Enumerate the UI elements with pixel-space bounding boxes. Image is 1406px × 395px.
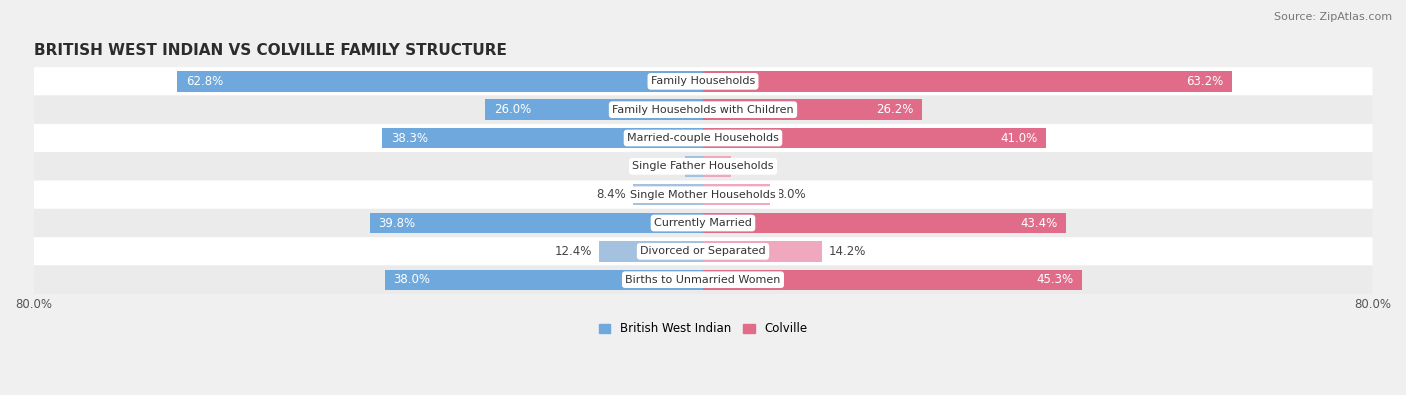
Bar bbox=[633, 184, 703, 205]
Text: 8.0%: 8.0% bbox=[776, 188, 806, 201]
FancyBboxPatch shape bbox=[34, 67, 1372, 96]
Text: BRITISH WEST INDIAN VS COLVILLE FAMILY STRUCTURE: BRITISH WEST INDIAN VS COLVILLE FAMILY S… bbox=[34, 43, 506, 58]
FancyBboxPatch shape bbox=[34, 124, 1372, 152]
Bar bbox=[703, 128, 1046, 148]
Text: Source: ZipAtlas.com: Source: ZipAtlas.com bbox=[1274, 12, 1392, 22]
Text: 38.3%: 38.3% bbox=[391, 132, 427, 145]
Text: 45.3%: 45.3% bbox=[1036, 273, 1074, 286]
Text: 3.3%: 3.3% bbox=[737, 160, 766, 173]
Text: Family Households: Family Households bbox=[651, 76, 755, 87]
Text: Single Father Households: Single Father Households bbox=[633, 161, 773, 171]
Text: Family Households with Children: Family Households with Children bbox=[612, 105, 794, 115]
Text: 12.4%: 12.4% bbox=[555, 245, 592, 258]
FancyBboxPatch shape bbox=[34, 237, 1372, 265]
Bar bbox=[685, 156, 703, 177]
Text: 14.2%: 14.2% bbox=[828, 245, 866, 258]
Bar bbox=[703, 269, 1083, 290]
Text: Married-couple Households: Married-couple Households bbox=[627, 133, 779, 143]
Bar bbox=[382, 128, 703, 148]
Bar bbox=[703, 100, 922, 120]
Text: Single Mother Households: Single Mother Households bbox=[630, 190, 776, 200]
Legend: British West Indian, Colville: British West Indian, Colville bbox=[593, 318, 813, 340]
Text: 41.0%: 41.0% bbox=[1001, 132, 1038, 145]
Text: 26.2%: 26.2% bbox=[876, 103, 914, 116]
Text: 43.4%: 43.4% bbox=[1021, 216, 1057, 229]
Text: Divorced or Separated: Divorced or Separated bbox=[640, 246, 766, 256]
Text: 38.0%: 38.0% bbox=[394, 273, 430, 286]
Bar bbox=[703, 71, 1232, 92]
Text: 63.2%: 63.2% bbox=[1187, 75, 1223, 88]
Text: 39.8%: 39.8% bbox=[378, 216, 415, 229]
Text: 2.2%: 2.2% bbox=[648, 160, 678, 173]
FancyBboxPatch shape bbox=[34, 96, 1372, 124]
Bar bbox=[385, 269, 703, 290]
Bar bbox=[703, 241, 823, 261]
Bar bbox=[703, 213, 1066, 233]
FancyBboxPatch shape bbox=[34, 181, 1372, 209]
Bar bbox=[599, 241, 703, 261]
FancyBboxPatch shape bbox=[34, 152, 1372, 181]
Text: 8.4%: 8.4% bbox=[596, 188, 626, 201]
FancyBboxPatch shape bbox=[34, 209, 1372, 237]
Bar bbox=[703, 184, 770, 205]
Bar bbox=[703, 156, 731, 177]
Text: 62.8%: 62.8% bbox=[186, 75, 224, 88]
FancyBboxPatch shape bbox=[34, 265, 1372, 294]
Bar bbox=[485, 100, 703, 120]
Text: 26.0%: 26.0% bbox=[494, 103, 531, 116]
Text: Currently Married: Currently Married bbox=[654, 218, 752, 228]
Text: Births to Unmarried Women: Births to Unmarried Women bbox=[626, 275, 780, 285]
Bar bbox=[370, 213, 703, 233]
Bar bbox=[177, 71, 703, 92]
